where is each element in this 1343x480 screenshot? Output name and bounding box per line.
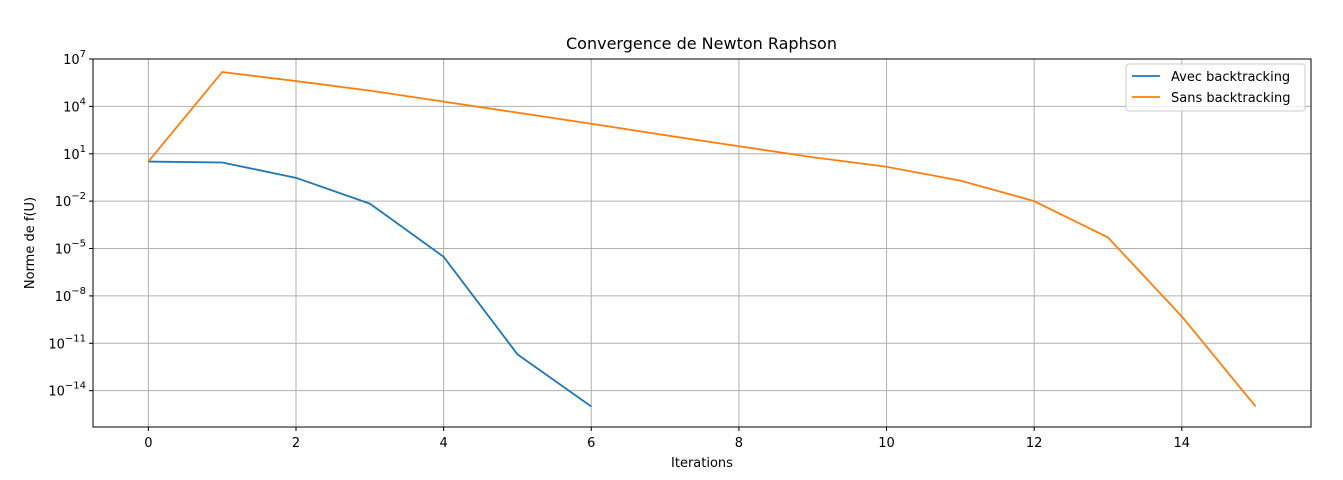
x-tick-label: 6	[587, 436, 595, 451]
axis-ticks: 0 2 4 6 8 10 12 14 107 104 101 10−2 10−5 10−8 10−11 10−…	[48, 49, 1190, 451]
series-line-1	[148, 160, 592, 408]
x-tick-label: 14	[1174, 436, 1191, 451]
legend-box	[1125, 63, 1306, 112]
y-tick-label: 107	[63, 49, 86, 68]
y-tick-label: 10−5	[55, 239, 86, 258]
x-tick-label: 12	[1026, 436, 1043, 451]
y-tick-label: 10−14	[48, 381, 86, 400]
y-tick-label: 104	[63, 96, 86, 115]
y-tick-label: 10−11	[48, 333, 86, 352]
x-axis-title: Iterations	[671, 456, 733, 471]
plot-frame	[92, 58, 1312, 428]
y-tick-label: 10−2	[55, 191, 86, 210]
y-tick-label: 101	[63, 144, 86, 163]
legend-label: Avec backtracking	[1171, 70, 1290, 85]
series-layer	[147, 71, 1257, 408]
x-tick-label: 4	[439, 436, 447, 451]
legend-label: Sans backtracking	[1171, 91, 1290, 106]
plot-background	[93, 59, 1311, 427]
x-tick-label: 8	[735, 436, 743, 451]
x-tick-label: 2	[292, 436, 300, 451]
series-line-2	[147, 71, 1257, 408]
legend: Avec backtracking Sans backtracking	[1125, 63, 1306, 112]
x-tick-label: 0	[144, 436, 152, 451]
chart-title: Convergence de Newton Raphson	[566, 34, 837, 53]
y-axis-title: Norme de f(U)	[23, 197, 38, 289]
grid	[93, 58, 1311, 427]
x-tick-label: 10	[878, 436, 895, 451]
y-tick-label: 10−8	[55, 286, 86, 305]
